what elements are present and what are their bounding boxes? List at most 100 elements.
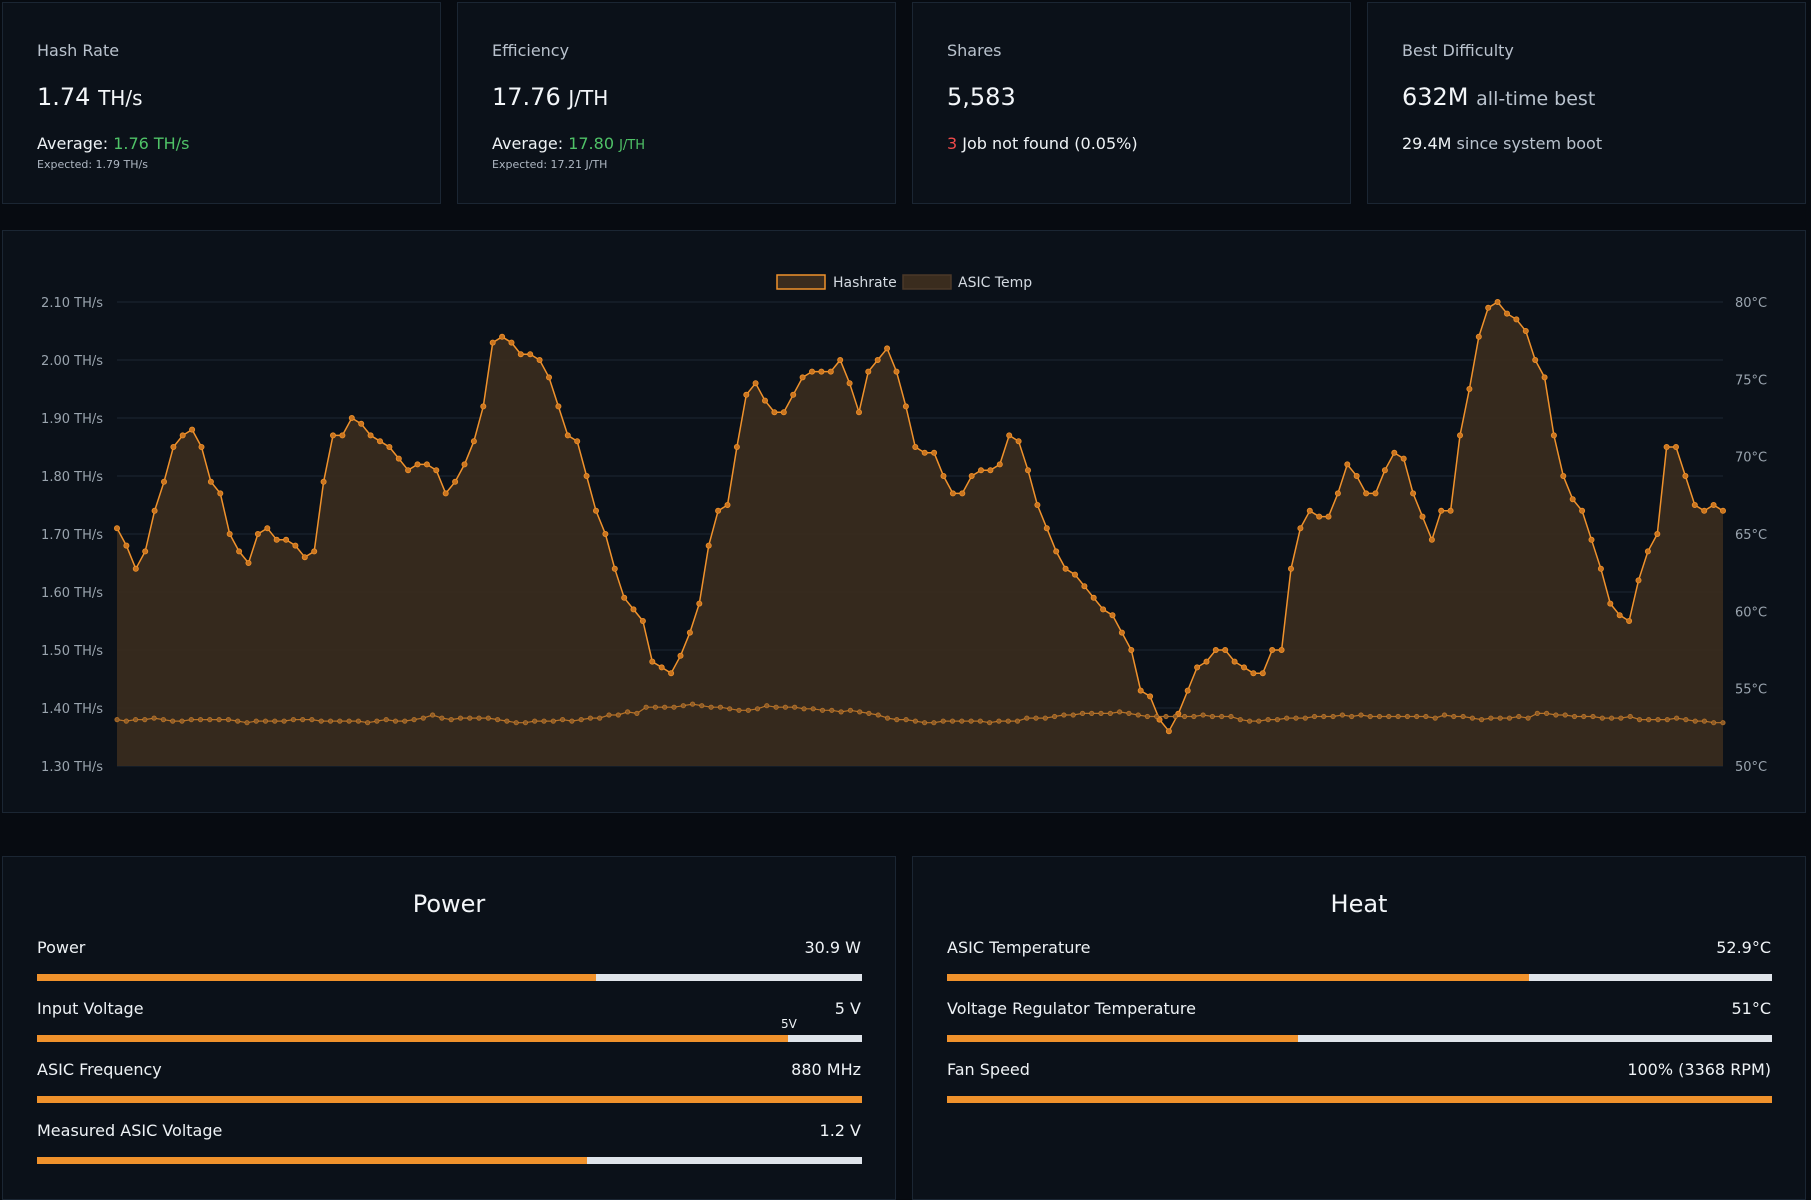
asic-temp-point — [1219, 713, 1225, 720]
asic-temp-point — [1256, 718, 1262, 724]
hashrate-point — [1212, 647, 1219, 654]
asic-temp-point — [1609, 715, 1615, 721]
asic-temp-point — [727, 706, 733, 712]
hashrate-point — [527, 351, 534, 358]
gauge-value-fan-speed: 100% (3368 RPM) — [1627, 1060, 1771, 1079]
asic-temp-point — [1042, 715, 1048, 721]
hashrate-temp-chart: 2.10 TH/s 2.00 TH/s 1.90 TH/s 1.80 TH/s 1.70… — [41, 274, 1767, 775]
asic-temp-point — [123, 718, 129, 724]
asic-temp-point — [624, 709, 631, 715]
asic-temp-point — [179, 718, 185, 724]
hashrate-point — [517, 351, 524, 358]
hashrate-point — [461, 461, 468, 468]
asic-temp-point — [931, 720, 937, 726]
hashrate-point — [1447, 507, 1454, 514]
hashrate-point — [489, 339, 496, 346]
asic-temp-point — [151, 715, 157, 721]
hashrate-point — [611, 565, 618, 572]
asic-temp-point — [764, 703, 770, 709]
hashrate-point — [273, 536, 280, 543]
hashrate-point — [1466, 385, 1473, 392]
asic-temp-point — [1005, 718, 1011, 724]
y-right-tick: 80°C — [1735, 296, 1767, 311]
asic-temp-point — [801, 706, 807, 712]
hashrate-point — [771, 409, 778, 416]
hashrate-point — [752, 380, 759, 387]
asic-temp-point — [1052, 713, 1058, 720]
hashrate-point — [433, 467, 440, 474]
asic-temp-point — [1339, 712, 1346, 718]
asic-temp-point — [1488, 715, 1494, 721]
asic-temp-point — [1590, 713, 1596, 720]
hashrate-point — [705, 542, 712, 549]
gauge-value-asic-frequency: 880 MHz — [791, 1060, 861, 1079]
asic-temp-point — [1674, 715, 1680, 721]
legend-swatch-asic-temp[interactable] — [902, 274, 952, 290]
hashrate-point — [1147, 693, 1154, 700]
hashrate-point — [696, 600, 703, 607]
asic-temp-point — [1070, 712, 1076, 718]
asic-temp-point — [355, 718, 361, 724]
asic-temp-point — [1414, 713, 1420, 720]
asic-temp-point — [1441, 712, 1448, 718]
hashrate-point — [1400, 455, 1407, 462]
chart-legend[interactable]: Hashrate ASIC Temp — [776, 274, 1032, 291]
power-panel-title: Power — [412, 890, 486, 918]
asic-temp-point — [1506, 715, 1513, 721]
asic-temp-point — [643, 704, 649, 710]
hashrate-point — [311, 548, 318, 555]
asic-temp-point — [1349, 713, 1355, 720]
hashrate-point — [292, 542, 299, 549]
asic-temp-point — [420, 715, 426, 721]
gauge-bar-asic-frequency — [37, 1096, 862, 1103]
gauge-bar-asic-temperature — [947, 974, 1772, 981]
y-left-tick: 1.60 TH/s — [41, 586, 103, 601]
asic-temp-point — [1386, 713, 1392, 720]
asic-temp-point — [1544, 710, 1550, 717]
asic-temp-point — [1033, 715, 1039, 721]
hashrate-point — [780, 409, 787, 416]
legend-swatch-hashrate[interactable] — [776, 274, 826, 290]
legend-label-asic-temp[interactable]: ASIC Temp — [958, 275, 1032, 291]
asic-temp-point — [1163, 713, 1169, 720]
asic-temp-point — [1367, 713, 1373, 720]
hashrate-point — [621, 594, 628, 601]
hashrate-point — [207, 478, 214, 485]
hashrate-point — [1513, 316, 1520, 323]
hashrate-point — [809, 368, 816, 375]
asic-temp-point — [921, 720, 928, 726]
hashrate-point — [395, 455, 402, 462]
asic-temp-point — [364, 720, 371, 726]
asic-temp-point — [160, 716, 166, 723]
stat-expected: Expected: 17.21 J/TH — [492, 158, 608, 171]
hashrate-point — [1137, 687, 1144, 694]
hashrate-point — [1203, 658, 1210, 665]
hashrate-point — [1597, 565, 1604, 572]
hashrate-point — [574, 438, 581, 445]
hashrate-point — [1043, 525, 1050, 532]
asic-temp-point — [1516, 713, 1522, 720]
asic-temp-point — [1701, 718, 1708, 724]
hashrate-point — [1363, 490, 1370, 497]
y-right-tick: 75°C — [1735, 373, 1767, 388]
hashrate-point — [1090, 594, 1097, 601]
asic-temp-point — [207, 716, 213, 723]
y-left-tick: 1.70 TH/s — [41, 528, 103, 543]
hashrate-point — [837, 356, 844, 363]
asic-temp-point — [1720, 720, 1726, 726]
asic-temp-point — [1460, 713, 1466, 720]
asic-temp-point — [1627, 713, 1633, 720]
hashrate-point — [1325, 513, 1332, 520]
hashrate-point — [1391, 449, 1398, 456]
gauge-label-input-voltage: Input Voltage — [37, 999, 144, 1018]
hashrate-point — [254, 531, 261, 538]
chart-area — [117, 302, 1723, 766]
asic-temp-point — [1293, 715, 1299, 721]
asic-temp-point — [680, 703, 686, 709]
stat-title: Shares — [947, 41, 1002, 60]
legend-label-hashrate[interactable]: Hashrate — [833, 275, 897, 291]
hashrate-point — [226, 531, 233, 538]
asic-temp-point — [1525, 715, 1531, 721]
y-left-tick: 1.80 TH/s — [41, 470, 103, 485]
asic-temp-point — [476, 715, 482, 721]
